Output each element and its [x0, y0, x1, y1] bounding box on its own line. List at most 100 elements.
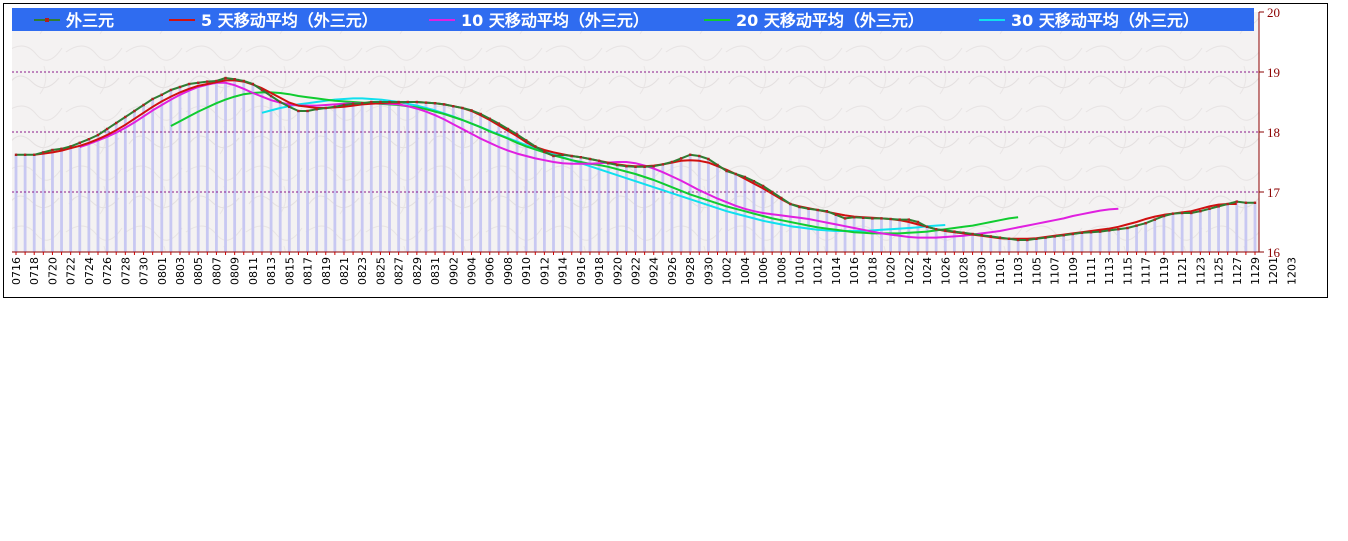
price-point: [306, 109, 309, 113]
price-point: [1199, 210, 1202, 213]
price-point: [698, 154, 701, 158]
price-bar: [552, 156, 555, 252]
price-point: [506, 127, 510, 131]
price-bar: [1107, 230, 1111, 252]
price-bar: [178, 87, 182, 252]
x-tick-label: 0906: [484, 257, 497, 285]
price-point: [752, 180, 756, 183]
price-bar: [1126, 228, 1129, 252]
price-point: [242, 79, 245, 83]
price-point: [160, 93, 163, 96]
x-tick-label: 0827: [393, 257, 406, 285]
price-bar: [561, 154, 565, 252]
price-point: [825, 210, 829, 213]
price-point: [889, 217, 892, 221]
x-tick-label: 0910: [520, 257, 533, 285]
price-point: [461, 106, 464, 110]
x-tick-label: 1117: [1140, 257, 1153, 285]
x-tick-label: 1115: [1121, 257, 1134, 285]
axis-layer: 16 17 18 19 20 0716 0718 0720 0722 0724 0726 0728 07…: [10, 5, 1298, 285]
price-bar: [51, 150, 54, 252]
x-tick-label: 0918: [593, 257, 606, 285]
price-point: [51, 148, 54, 152]
price-bar: [297, 111, 300, 252]
chart-frame: 16 17 18 19 20 0716 0718 0720 0722 0724 0726 0728 07…: [3, 3, 1328, 298]
price-point: [606, 162, 610, 165]
legend-label-ma10: 10 天移动平均（外三元）: [461, 11, 649, 30]
markers-layer: [14, 76, 1257, 242]
x-tick-label: 0926: [666, 257, 679, 285]
x-tick-label: 1107: [1049, 257, 1062, 285]
price-bar: [69, 146, 73, 252]
price-point: [643, 165, 646, 168]
price-bar: [1171, 213, 1175, 252]
price-bar: [342, 105, 346, 252]
price-bar: [32, 154, 36, 252]
price-bar: [1016, 240, 1020, 252]
price-bar: [14, 154, 18, 252]
x-tick-label: 1125: [1213, 257, 1226, 285]
x-tick-label: 0829: [411, 257, 424, 285]
price-bar: [1034, 238, 1038, 252]
price-point: [534, 145, 537, 148]
price-point: [278, 100, 282, 104]
price-point: [1244, 201, 1248, 204]
x-tick-label: 1002: [721, 257, 734, 285]
price-bar: [215, 81, 218, 252]
x-tick-label: 0825: [374, 257, 387, 285]
price-bar: [160, 94, 164, 252]
price-bar: [41, 152, 45, 252]
price-bar: [379, 102, 382, 252]
price-point: [1126, 226, 1129, 230]
price-bar: [524, 140, 528, 252]
x-tick-label: 1008: [775, 257, 788, 285]
price-bar: [1116, 229, 1120, 252]
price-point: [980, 234, 983, 237]
price-bar: [224, 78, 227, 252]
price-bar: [643, 166, 647, 252]
x-tick-label: 0803: [174, 257, 187, 285]
price-point: [1208, 207, 1211, 210]
price-point: [1071, 232, 1074, 236]
price-bar: [652, 166, 656, 252]
price-point: [515, 133, 519, 136]
price-point: [652, 165, 655, 168]
price-bar: [23, 154, 27, 252]
price-bar: [242, 81, 246, 252]
price-bar: [962, 232, 965, 252]
x-tick-label: 0809: [229, 257, 242, 285]
x-tick-label: 0724: [83, 257, 96, 285]
x-tick-label: 0928: [684, 257, 697, 285]
price-point: [552, 154, 555, 158]
x-tick-label: 1030: [976, 257, 989, 285]
price-point: [798, 205, 801, 209]
price-point: [962, 231, 965, 234]
price-point: [916, 220, 920, 224]
price-bar: [1007, 238, 1011, 252]
price-bar: [1198, 211, 1202, 252]
price-point: [707, 157, 710, 161]
price-bar: [1071, 234, 1075, 252]
y-tick-label: 17: [1267, 185, 1281, 200]
price-bar: [807, 208, 810, 252]
legend-label-price: 外三元: [65, 11, 114, 30]
price-bar: [233, 79, 237, 252]
price-bar: [1244, 202, 1248, 252]
price-point: [816, 208, 819, 212]
price-point: [124, 115, 127, 119]
price-bar: [597, 160, 601, 252]
price-bar: [998, 237, 1002, 252]
x-tick-label: 0922: [630, 257, 643, 285]
series-line-ma10: [79, 81, 1119, 239]
price-bar: [123, 117, 127, 252]
price-point: [588, 157, 592, 161]
x-tick-label: 0805: [192, 257, 205, 285]
price-bar: [497, 123, 501, 252]
price-point: [770, 190, 774, 194]
price-bar: [1053, 236, 1056, 252]
price-bar: [579, 157, 583, 252]
price-bar: [952, 231, 956, 252]
price-point: [115, 121, 118, 125]
price-bar: [615, 165, 619, 252]
price-bar: [205, 81, 209, 252]
